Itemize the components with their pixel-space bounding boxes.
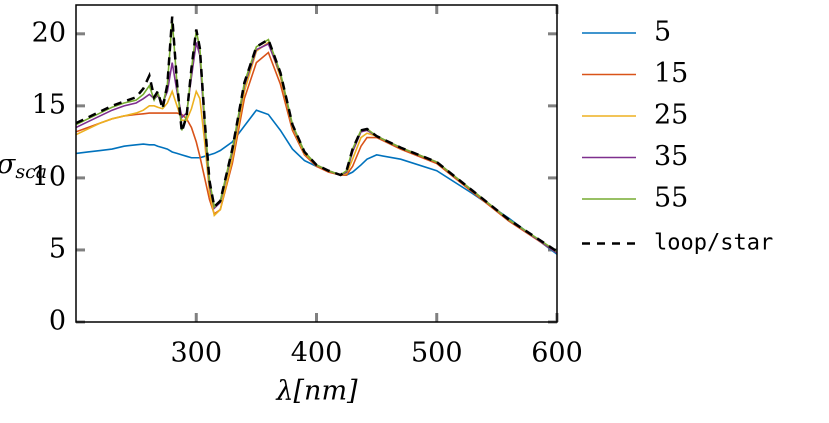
x-axis-label: λ[nm]: [275, 376, 358, 407]
series-line: [76, 109, 557, 255]
plot-frame: [75, 4, 558, 323]
x-tick-label: 400: [291, 338, 343, 369]
legend-label: loop/star: [654, 231, 773, 256]
legend-label: 15: [654, 58, 688, 89]
legend-label: 25: [654, 100, 688, 131]
y-tick-label: 10: [32, 161, 66, 192]
series-line: [76, 42, 557, 254]
series-line: [76, 51, 557, 254]
series-line: [76, 16, 557, 253]
x-tick-label: 500: [411, 338, 463, 369]
y-axis-label: σsca: [0, 149, 47, 184]
y-tick-label: 0: [49, 306, 66, 337]
legend-label: 55: [654, 183, 688, 214]
x-tick-label: 300: [170, 338, 222, 369]
series-line: [76, 19, 557, 253]
x-tick-label: 600: [531, 338, 583, 369]
y-tick-label: 15: [32, 89, 66, 120]
y-tick-label: 20: [32, 17, 66, 48]
y-tick-label: 5: [49, 233, 66, 264]
legend-label: 5: [654, 17, 671, 48]
legend-label: 35: [654, 141, 688, 172]
series-line: [76, 41, 557, 254]
